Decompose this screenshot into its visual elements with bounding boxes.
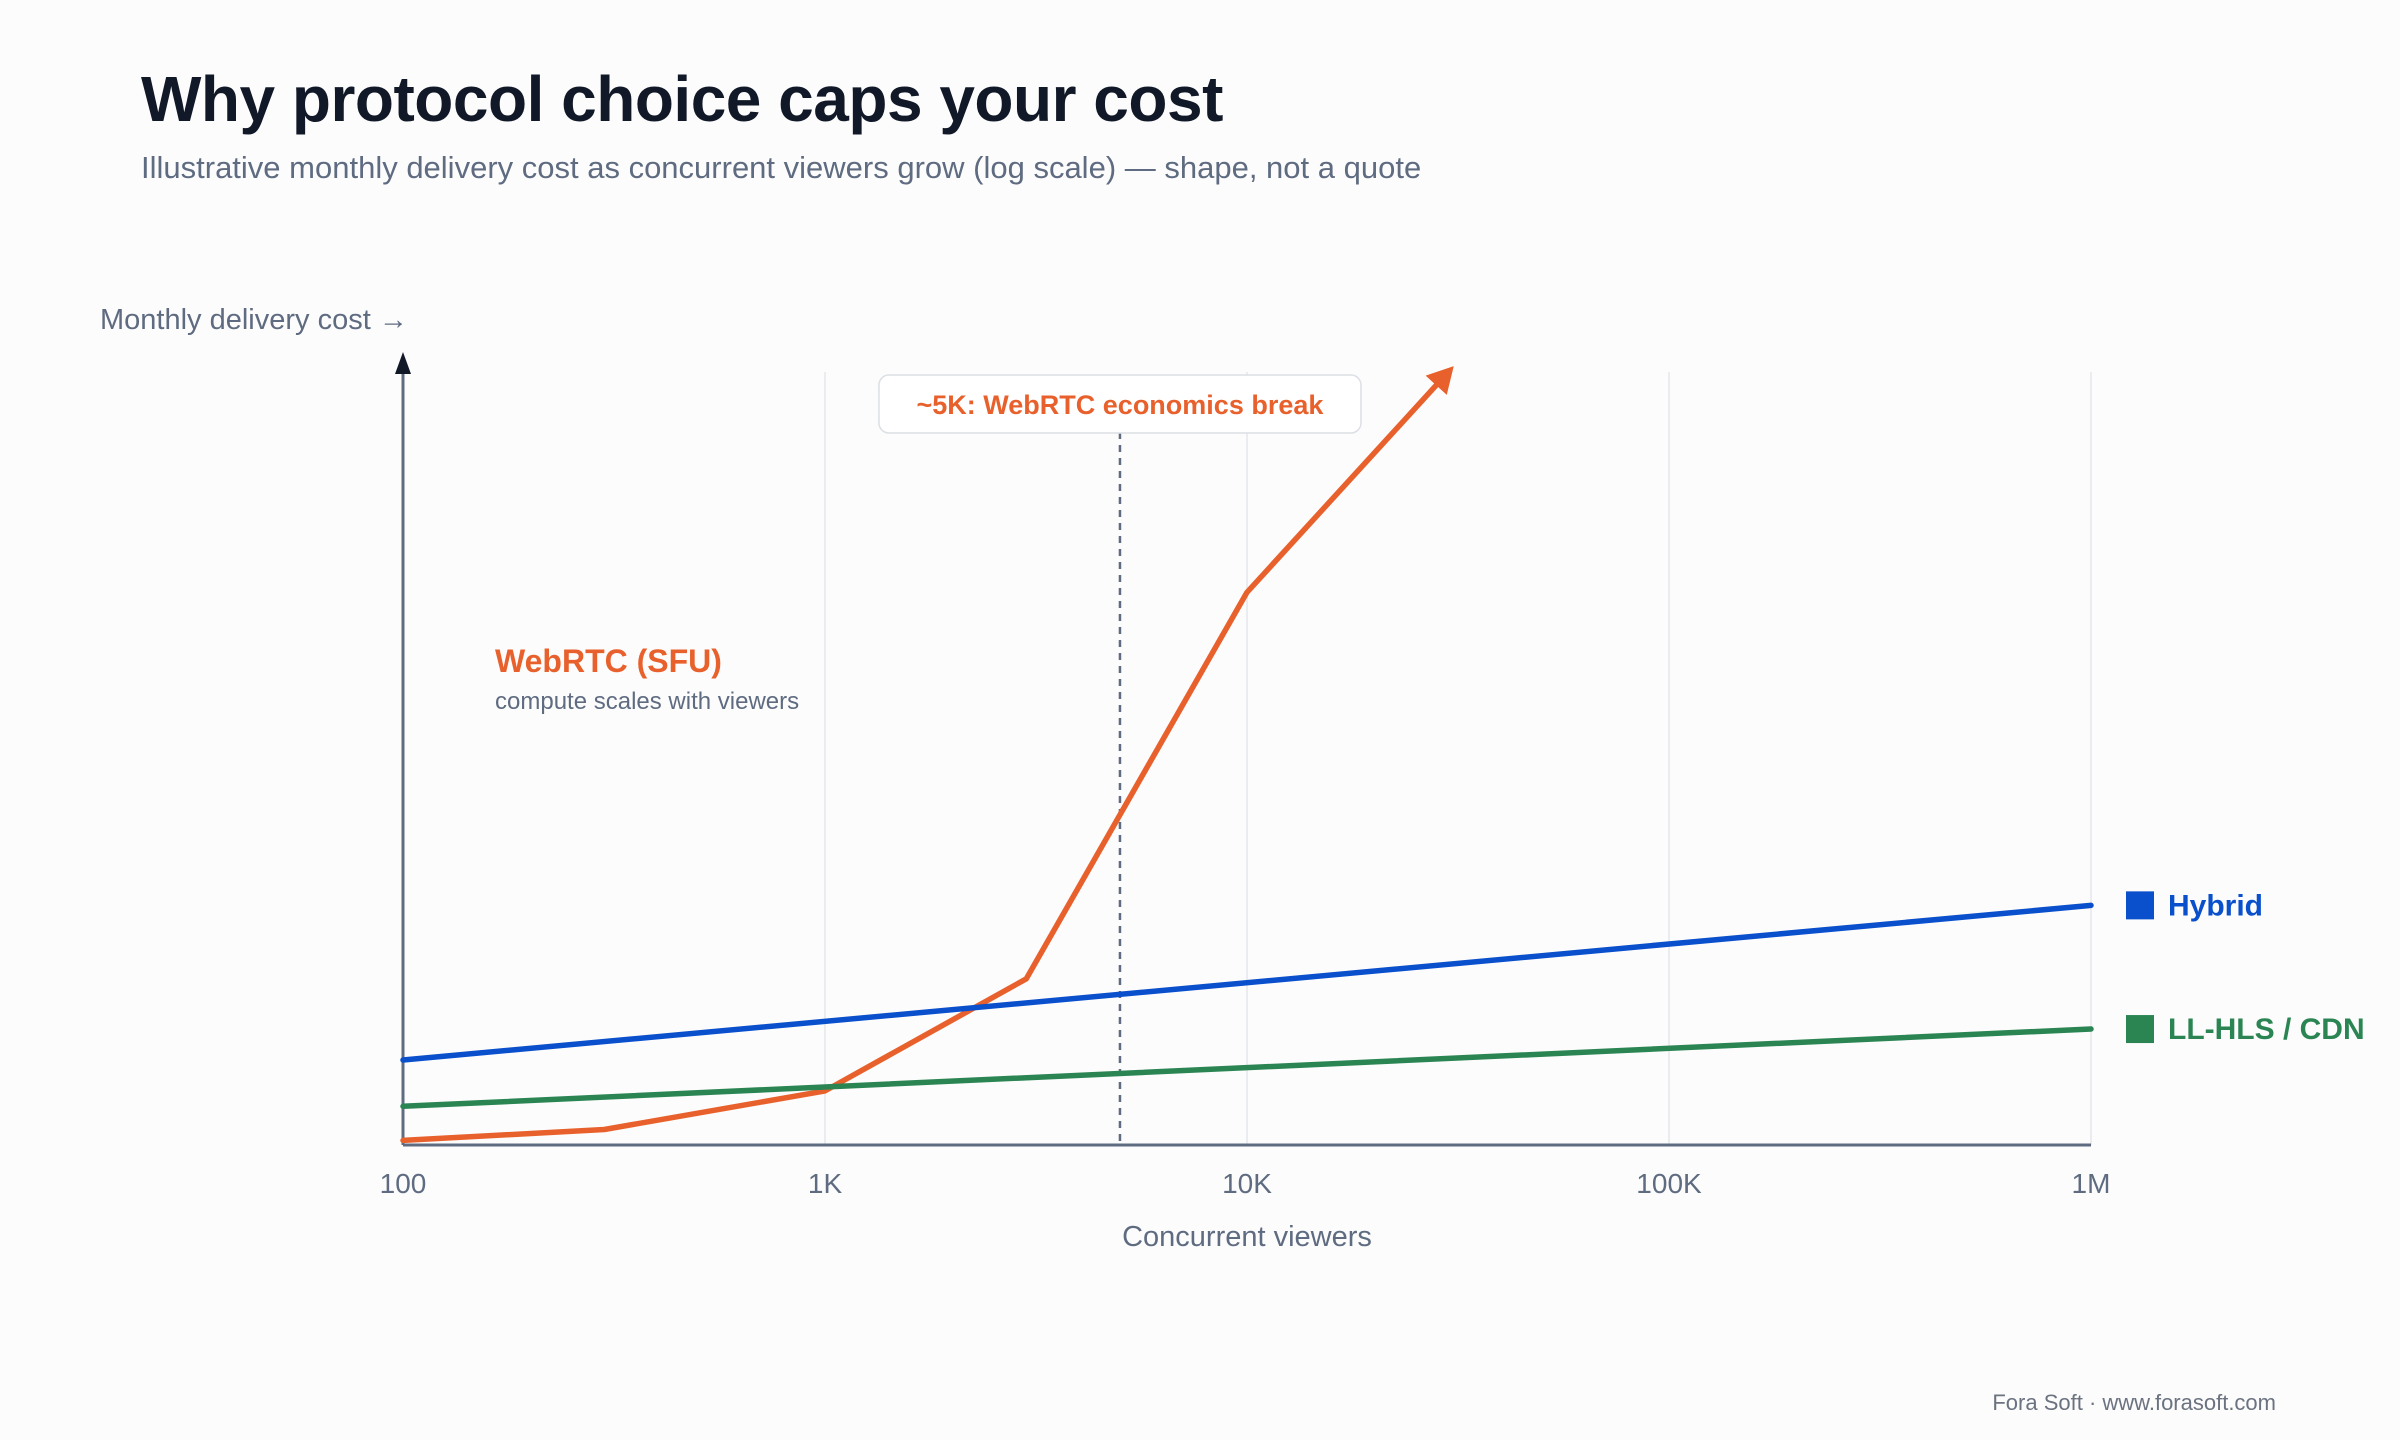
series-label: WebRTC (SFU): [495, 643, 722, 679]
x-tick-label: 100: [380, 1168, 427, 1199]
series-line-1: [400, 902, 2094, 1063]
x-tick-label: 10K: [1222, 1168, 1272, 1199]
x-tick-label: 100K: [1636, 1168, 1702, 1199]
axes: 100 1K 10K 100K 1M Monthly delivery cost → Con…: [100, 304, 2110, 1253]
annotation-box: [878, 374, 1362, 434]
series-arrowhead: [1425, 366, 1454, 395]
footer-credit: Fora Soft · www.forasoft.com: [1992, 1390, 2276, 1415]
y-axis-arrow: [395, 352, 411, 374]
labels-layer: WebRTC (SFU) compute scales with viewers H…: [495, 643, 2365, 1046]
x-axis-title: Concurrent viewers: [1122, 1221, 1372, 1253]
legend-swatch: [2126, 1015, 2154, 1044]
annotation-label: ~5K: WebRTC economics break: [917, 390, 1325, 420]
page-title: Why protocol choice caps your cost: [141, 63, 1223, 135]
series-line-0: [400, 369, 1452, 1144]
legend-swatch: [2126, 891, 2154, 920]
grid-lines: [824, 372, 2092, 1145]
series-label: LL-HLS / CDN: [2168, 1013, 2365, 1046]
x-tick-label: 1K: [808, 1168, 843, 1199]
annotation-layer: ~5K: WebRTC economics break: [878, 374, 1362, 1145]
series-line-2: [400, 1026, 2094, 1110]
page-subtitle: Illustrative monthly delivery cost as co…: [141, 150, 1422, 185]
series-note: compute scales with viewers: [495, 688, 799, 715]
series-label: Hybrid: [2168, 889, 2263, 922]
series-lines: [400, 366, 2094, 1144]
y-axis-title: Monthly delivery cost →: [100, 304, 408, 336]
x-tick-label: 1M: [2072, 1168, 2111, 1199]
